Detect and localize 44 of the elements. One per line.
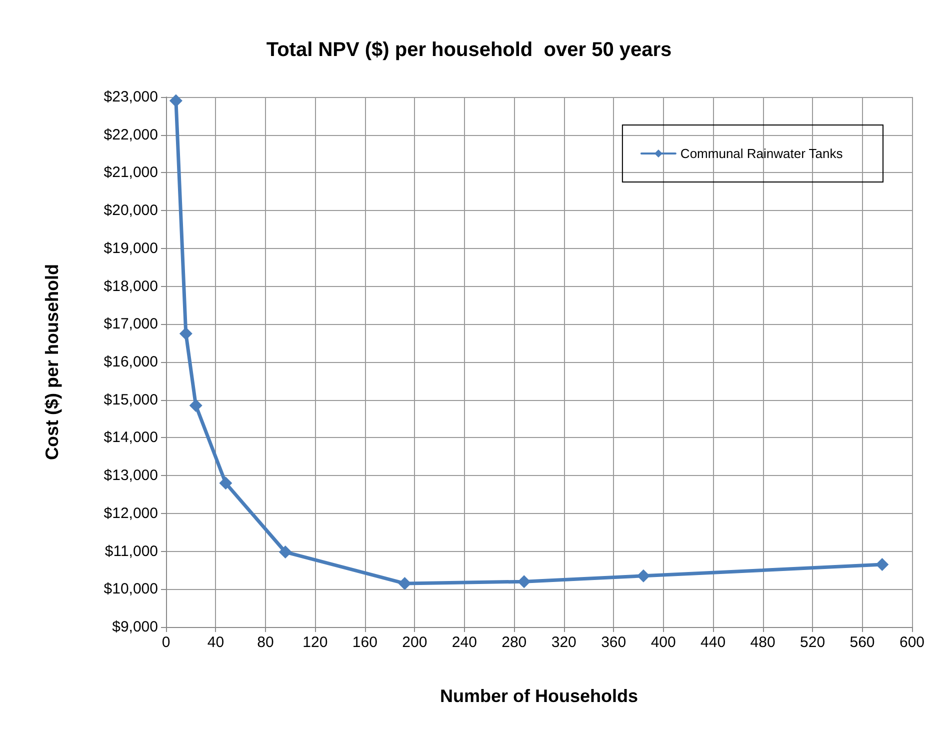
x-tick-label: 40 [207, 634, 224, 651]
x-tick-label: 560 [850, 634, 875, 651]
y-axis-title: Cost ($) per household [42, 264, 62, 460]
x-tick-label: 160 [352, 634, 378, 651]
x-tick-label: 200 [402, 634, 428, 651]
y-tick-label: $23,000 [104, 88, 158, 106]
x-tick-label: 480 [750, 634, 776, 651]
x-tick-label: 240 [452, 634, 477, 651]
y-tick-label: $13,000 [104, 467, 158, 484]
x-tick-label: 320 [551, 634, 576, 651]
legend-label: Communal Rainwater Tanks [680, 146, 844, 161]
y-tick-label: $10,000 [104, 580, 158, 598]
x-tick-label: 600 [899, 634, 925, 651]
x-tick-label: 520 [800, 634, 826, 651]
point [518, 575, 531, 588]
y-tick-label: $11,000 [104, 542, 158, 560]
point [398, 576, 412, 590]
point [169, 94, 182, 108]
y-tick-label: $9,000 [112, 618, 158, 636]
y-tick-label: $18,000 [104, 278, 158, 295]
y-tick-label: $19,000 [104, 240, 158, 257]
point [219, 476, 232, 490]
x-tick-label: 400 [650, 634, 676, 651]
point [636, 569, 650, 582]
y-tick-label: $21,000 [104, 164, 158, 182]
x-tick-label: 120 [302, 634, 328, 651]
y-tick-label: $16,000 [104, 354, 158, 370]
x-tick-label: 0 [162, 634, 170, 651]
y-tick-label: $17,000 [104, 316, 158, 333]
y-tick-label: $12,000 [104, 504, 158, 522]
x-tick-label: 80 [257, 634, 274, 651]
y-tick-label: $15,000 [104, 391, 158, 408]
point [876, 558, 889, 572]
x-tick-label: 360 [601, 634, 626, 651]
x-tick-label: 440 [700, 634, 726, 651]
y-tick-label: $20,000 [104, 202, 158, 220]
point [179, 327, 192, 340]
x-tick-label: 280 [502, 634, 527, 651]
point [278, 546, 292, 559]
x-axis-title: Number of Households [440, 686, 638, 706]
point [189, 399, 202, 412]
y-tick-label: $14,000 [104, 429, 158, 446]
y-tick-label: $22,000 [104, 126, 158, 144]
chart-title: Total NPV ($) per household over 50 years [266, 39, 672, 61]
